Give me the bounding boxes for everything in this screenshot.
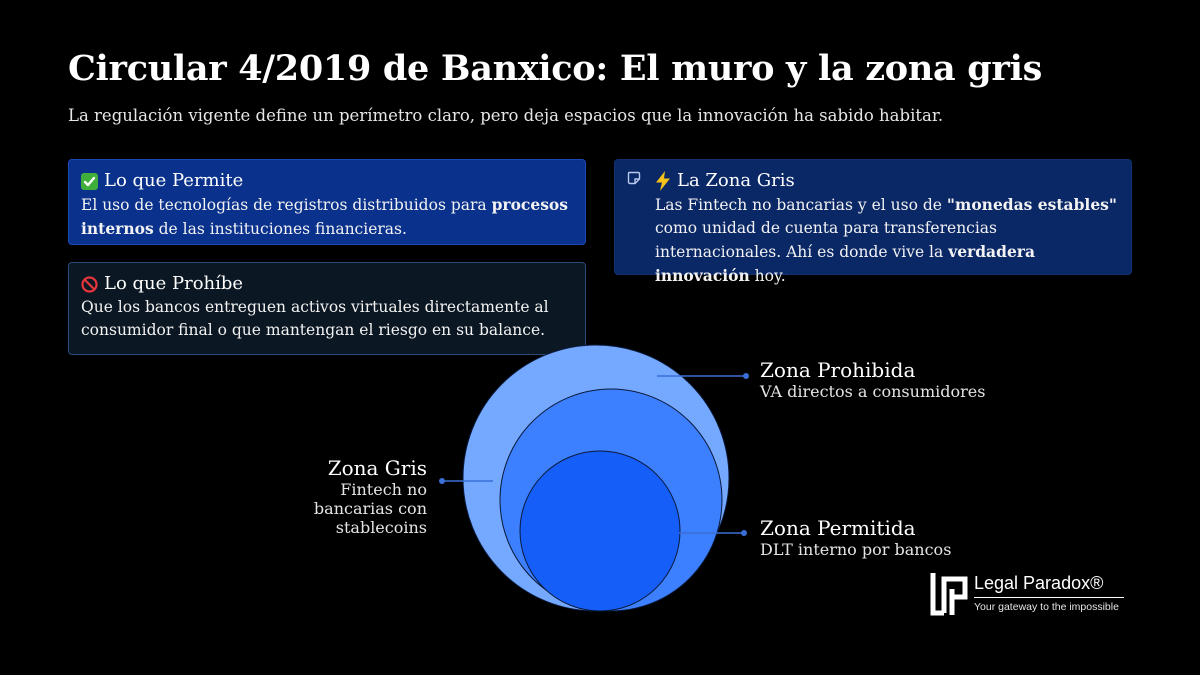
page-subtitle: La regulación vigente define un perímetr… xyxy=(68,106,944,125)
logo-mark-icon xyxy=(930,573,968,616)
card-text-bold: procesos internos xyxy=(81,195,568,238)
zona-prohibida-title: Zona Prohibida xyxy=(760,358,916,382)
card-text-part: El uso de tecnologías de registros distr… xyxy=(81,196,492,214)
card-text: El uso de tecnologías de registros distr… xyxy=(81,193,573,241)
legal-paradox-logo: Legal Paradox® Your gateway to the impos… xyxy=(930,572,1130,620)
card-header: Lo que Prohíbe xyxy=(81,273,573,295)
card-title: Lo que Permite xyxy=(104,170,244,191)
zona-permitida-subtitle: DLT interno por bancos xyxy=(760,540,952,559)
card-title: Lo que Prohíbe xyxy=(104,273,244,294)
zona-gris-label: Zona Gris Fintech no bancarias con stabl… xyxy=(314,456,427,537)
lightning-icon xyxy=(655,171,671,191)
card-text-part: Las Fintech no bancarias y el uso de xyxy=(655,196,947,214)
zona-permitida-label: Zona Permitida DLT interno por bancos xyxy=(760,516,951,559)
card-header: La Zona Gris xyxy=(655,170,1117,192)
check-mark-icon xyxy=(81,172,98,190)
card-text-part: hoy. xyxy=(749,267,786,285)
card-text-part: de las instituciones financieras. xyxy=(153,220,407,238)
zona-gris-title: Zona Gris xyxy=(327,456,427,480)
card-lo-que-prohibe: Lo que Prohíbe Que los bancos entreguen … xyxy=(68,262,586,355)
logo-divider xyxy=(974,597,1124,598)
zona-gris-leader-dot xyxy=(439,478,445,484)
note-icon xyxy=(627,170,641,185)
card-text: Que los bancos entreguen activos virtual… xyxy=(81,298,549,339)
zona-prohibida-label: Zona Prohibida VA directos a consumidore… xyxy=(760,358,985,401)
card-text: Las Fintech no bancarias y el uso de "mo… xyxy=(655,193,1117,288)
zona-prohibida-leader-dot xyxy=(743,373,749,379)
page-title: Circular 4/2019 de Banxico: El muro y la… xyxy=(68,48,1042,89)
card-title: La Zona Gris xyxy=(677,170,795,191)
zona-gris-subtitle: Fintech no bancarias con stablecoins xyxy=(313,480,427,537)
zona-permitida-leader-dot xyxy=(741,530,747,536)
card-lo-que-permite: Lo que Permite El uso de tecnologías de … xyxy=(68,159,586,245)
logo-name: Legal Paradox® xyxy=(974,573,1104,593)
card-header: Lo que Permite xyxy=(81,170,573,192)
card-text-bold: "monedas estables" xyxy=(946,195,1117,214)
logo-tagline: Your gateway to the impossible xyxy=(974,601,1119,613)
card-zona-gris: La Zona Gris Las Fintech no bancarias y … xyxy=(614,159,1132,285)
no-entry-icon xyxy=(81,275,98,293)
card-text-bold: verdadera innovación xyxy=(655,242,1036,285)
zona-permitida-circle xyxy=(519,450,681,612)
zona-permitida-title: Zona Permitida xyxy=(760,516,916,540)
zona-prohibida-subtitle: VA directos a consumidores xyxy=(760,382,986,401)
card-text-part: como unidad de cuenta para transferencia… xyxy=(655,219,998,261)
